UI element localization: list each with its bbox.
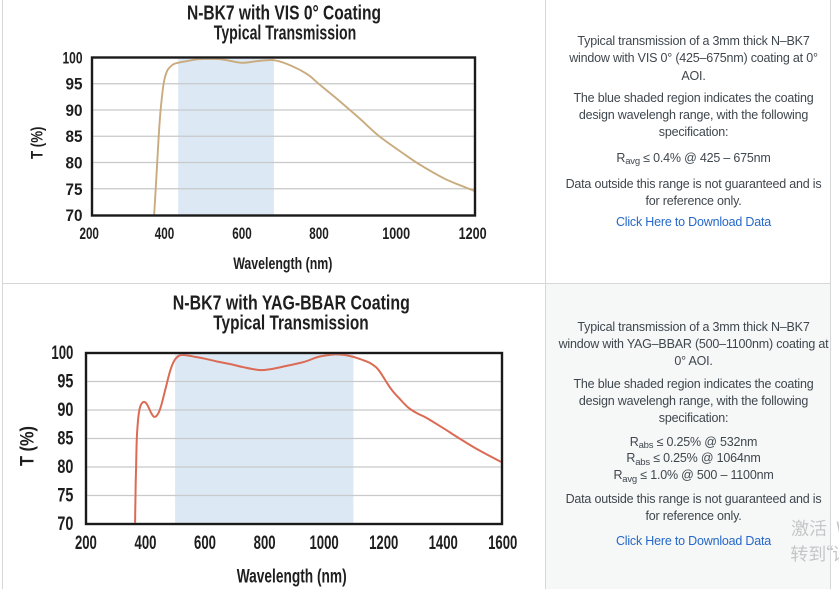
svg-text:600: 600 — [232, 224, 252, 243]
svg-text:75: 75 — [57, 485, 73, 506]
svg-text:90: 90 — [66, 101, 83, 120]
svg-text:95: 95 — [57, 371, 73, 392]
svg-text:1400: 1400 — [429, 533, 458, 554]
svg-text:400: 400 — [135, 533, 157, 554]
svg-text:1200: 1200 — [369, 533, 398, 554]
svg-text:100: 100 — [63, 48, 83, 67]
svg-text:600: 600 — [194, 533, 216, 554]
svg-text:85: 85 — [57, 428, 73, 449]
svg-text:Wavelength (nm): Wavelength (nm) — [237, 567, 347, 588]
svg-text:N-BK7 with VIS 0° Coating: N-BK7 with VIS 0° Coating — [187, 3, 381, 25]
svg-text:1200: 1200 — [459, 224, 487, 243]
svg-text:80: 80 — [66, 154, 83, 173]
svg-text:95: 95 — [66, 75, 83, 94]
svg-text:80: 80 — [57, 457, 73, 478]
svg-text:1600: 1600 — [488, 533, 517, 554]
svg-text:Typical Transmission: Typical Transmission — [213, 313, 368, 335]
svg-text:90: 90 — [57, 400, 73, 421]
svg-text:N-BK7 with YAG-BBAR Coating: N-BK7 with YAG-BBAR Coating — [173, 293, 410, 315]
svg-text:T (%): T (%) — [28, 127, 47, 160]
svg-text:400: 400 — [155, 224, 175, 243]
svg-text:200: 200 — [75, 533, 97, 554]
svg-text:Wavelength (nm): Wavelength (nm) — [233, 254, 332, 273]
svg-text:1000: 1000 — [382, 224, 410, 243]
svg-text:100: 100 — [51, 343, 73, 364]
svg-text:1000: 1000 — [310, 533, 339, 554]
svg-text:T (%): T (%) — [17, 426, 38, 466]
svg-text:800: 800 — [254, 533, 276, 554]
svg-text:70: 70 — [57, 514, 73, 535]
svg-text:800: 800 — [309, 224, 329, 243]
svg-text:Typical Transmission: Typical Transmission — [214, 23, 357, 45]
svg-text:200: 200 — [79, 224, 99, 243]
svg-text:85: 85 — [66, 127, 83, 146]
svg-text:70: 70 — [66, 206, 83, 225]
svg-text:75: 75 — [66, 180, 83, 199]
